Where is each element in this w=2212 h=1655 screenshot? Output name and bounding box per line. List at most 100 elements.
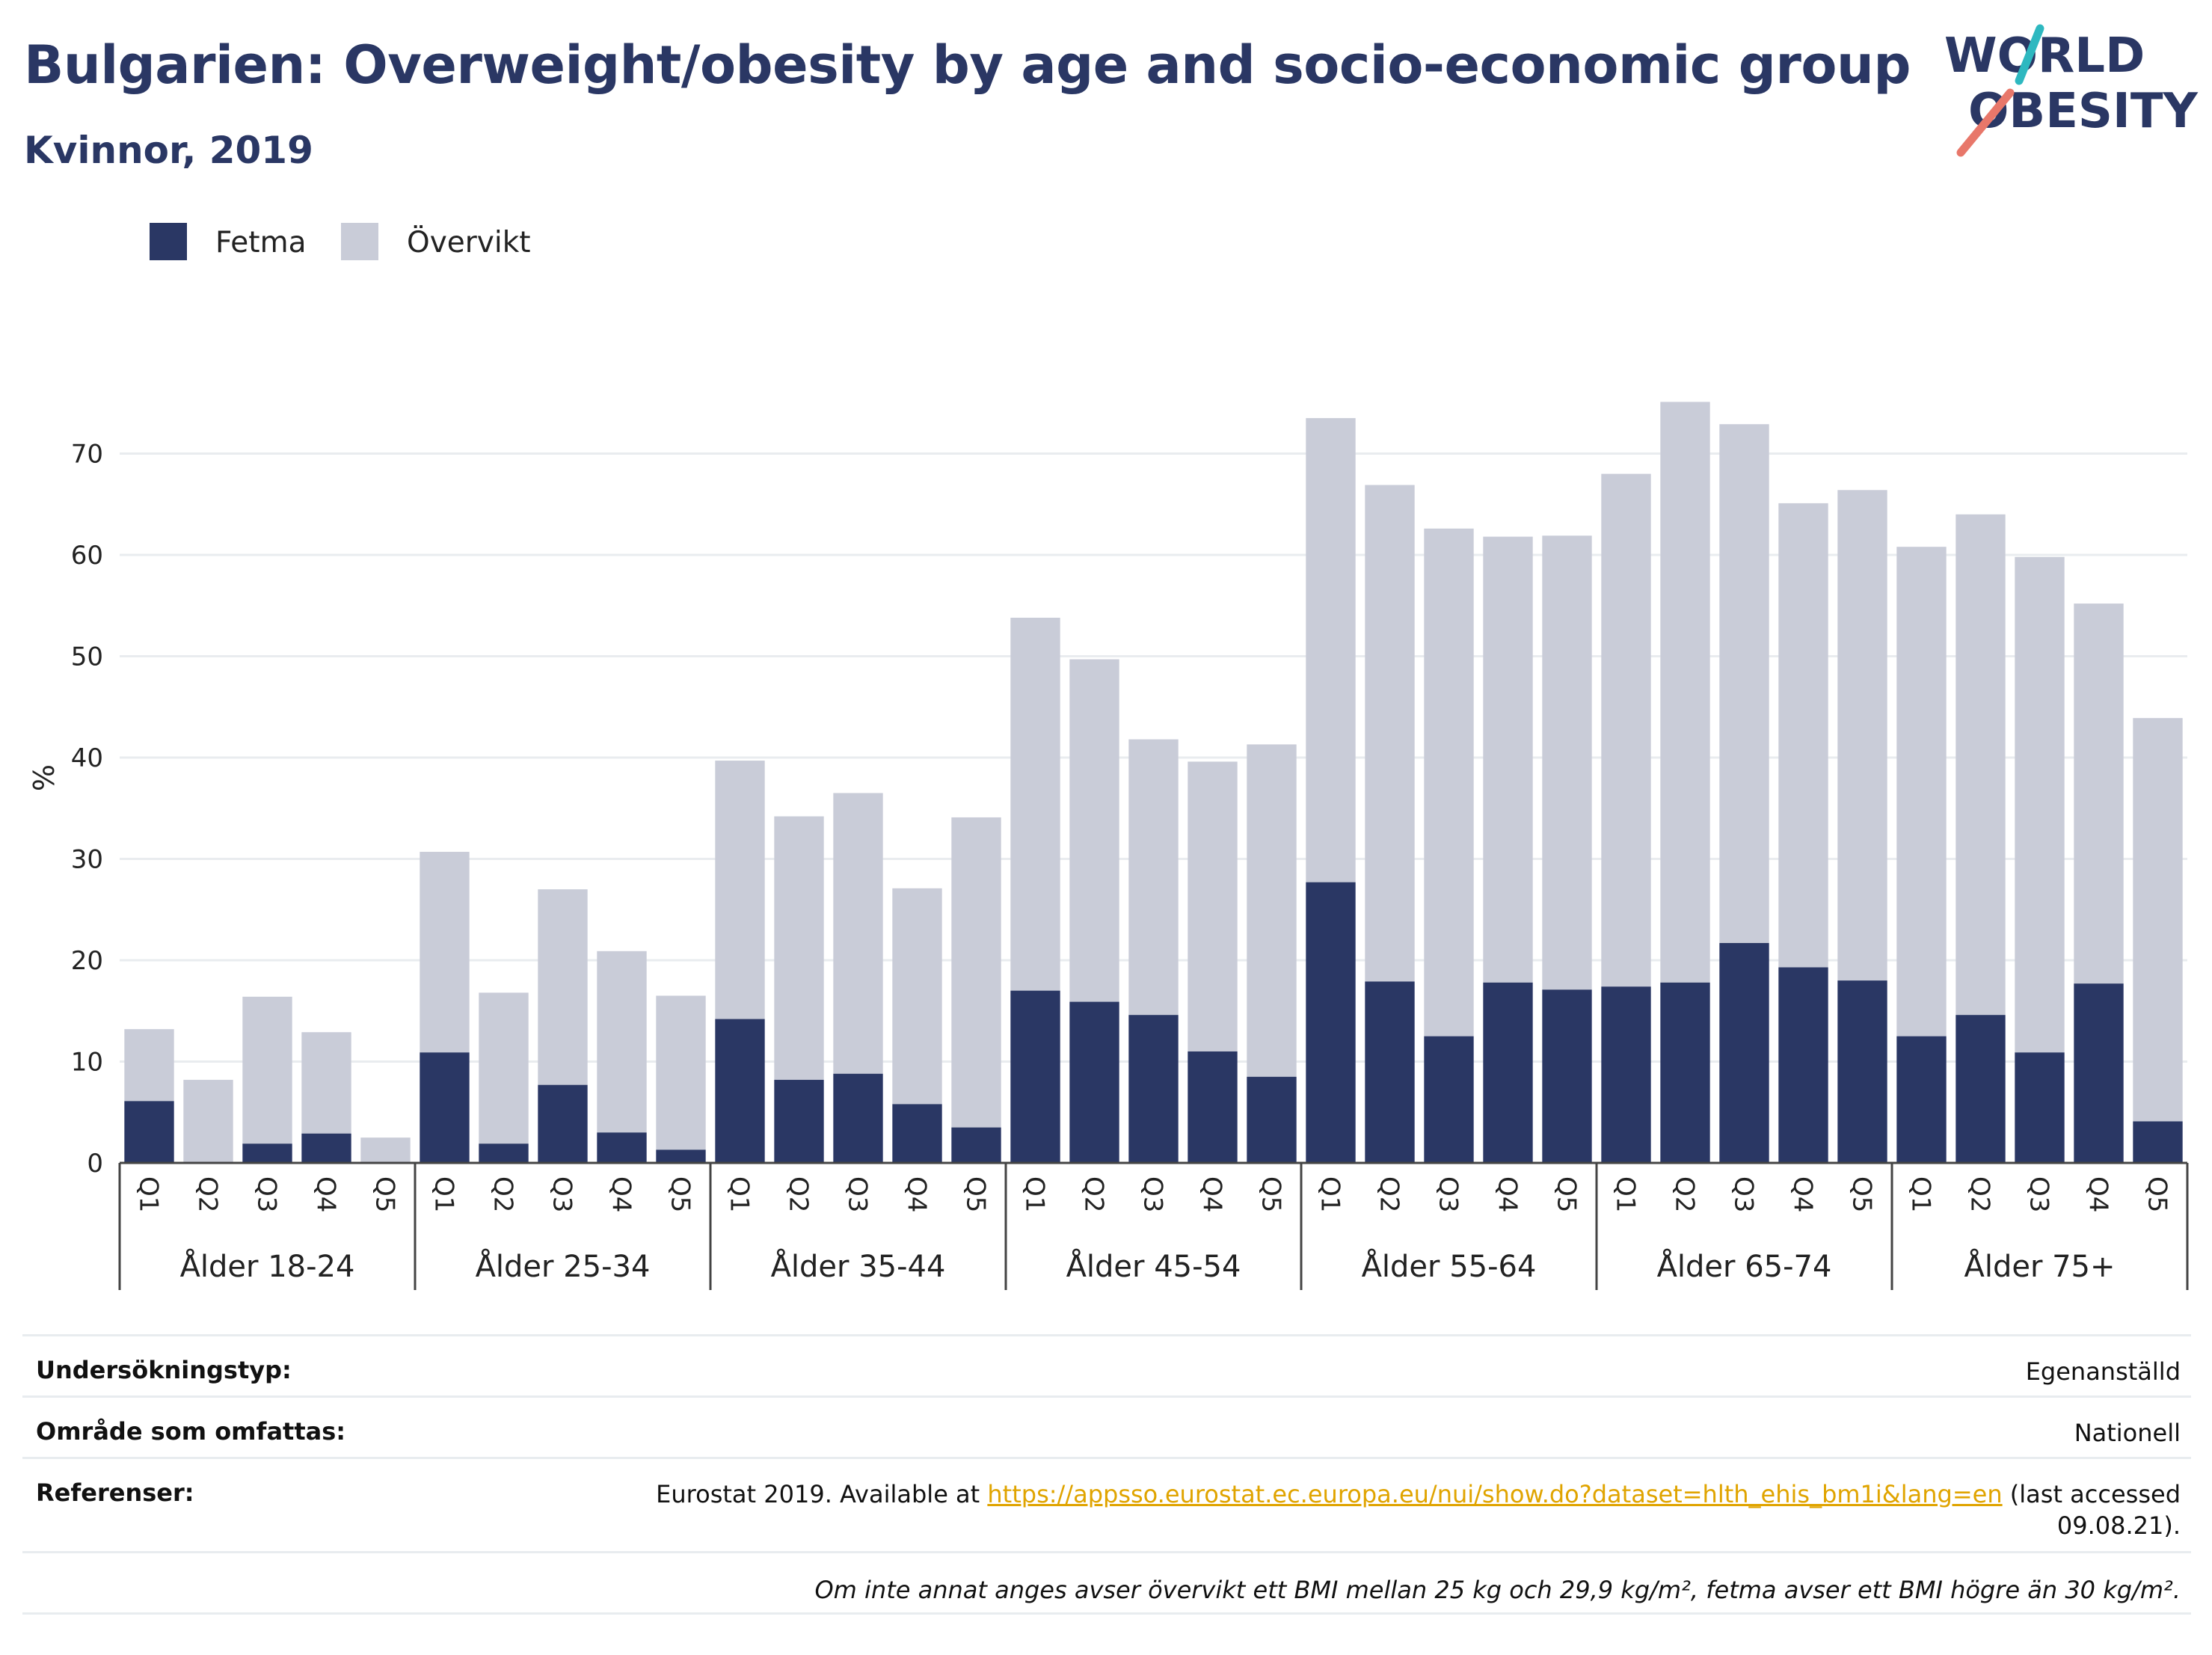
group-label: Ålder 35-44: [771, 1248, 946, 1284]
bar-fetma: [1719, 942, 1769, 1163]
x-tick-label: Q5: [666, 1176, 695, 1212]
bar-fetma: [1365, 981, 1415, 1163]
logo-text-world: WORLD: [1944, 28, 2145, 84]
bar-overvikt: [1247, 744, 1297, 1077]
y-tick-label: 20: [71, 946, 103, 976]
legend-label-overvikt: Övervikt: [407, 226, 531, 260]
bar-overvikt: [1424, 528, 1474, 1037]
x-tick-label: Q3: [547, 1176, 577, 1212]
x-tick-label: Q3: [1434, 1176, 1463, 1212]
bar-overvikt: [1128, 739, 1179, 1016]
info-row-survey-type: Undersökningstyp: Egenanställd: [22, 1334, 2191, 1395]
logo-slash-teal: [2015, 24, 2044, 85]
bar-fetma: [1601, 986, 1651, 1163]
bar-fetma: [1896, 1036, 1947, 1163]
info-row-footnote: Om inte annat anges avser övervikt ett B…: [22, 1551, 2191, 1612]
x-tick-label: Q3: [1729, 1176, 1759, 1212]
page-title: Bulgarien: Overweight/obesity by age and…: [24, 34, 1911, 96]
x-tick-label: Q1: [429, 1176, 459, 1212]
bar-overvikt: [833, 793, 883, 1074]
info-row-area: Område som omfattas: Nationell: [22, 1395, 2191, 1457]
bar-overvikt: [1069, 659, 1119, 1002]
page-subtitle: Kvinnor, 2019: [24, 129, 313, 172]
stacked-bar-chart: 0 10 20 30 40 50 60 70% Q1 Q2 Q3 Q4 Q5 Ålder 18-24 Q1 Q…: [28, 402, 2189, 1290]
bar-fetma: [715, 1019, 765, 1163]
x-tick-label: Q5: [1847, 1176, 1877, 1212]
legend-swatch-fetma: [150, 223, 187, 260]
y-axis-label: %: [28, 764, 61, 791]
bar-fetma: [1010, 990, 1060, 1163]
references-label: Referenser:: [36, 1479, 194, 1507]
bar-fetma: [892, 1104, 942, 1163]
references-link[interactable]: https://appsso.eurostat.ec.europa.eu/nui…: [987, 1480, 2003, 1508]
bar-fetma: [833, 1073, 883, 1163]
x-tick-label: Q2: [193, 1176, 223, 1212]
world-obesity-logo: WORLD OBESITY: [1944, 24, 2198, 157]
x-tick-label: Q1: [1611, 1176, 1641, 1212]
x-tick-label: Q1: [1315, 1176, 1345, 1212]
bar-overvikt: [1837, 490, 1887, 981]
references-suffix: (last accessed: [2002, 1480, 2181, 1508]
bar-overvikt: [1660, 402, 1710, 983]
bar-overvikt: [1188, 761, 1238, 1051]
x-tick-label: Q4: [311, 1176, 341, 1212]
bar-overvikt: [1306, 418, 1356, 882]
x-tick-label: Q4: [1788, 1176, 1818, 1212]
bar-fetma: [2074, 983, 2124, 1163]
group-label: Ålder 75+: [1964, 1248, 2115, 1284]
legend-swatch-overvikt: [341, 223, 378, 260]
references-date: 09.08.21).: [2056, 1511, 2181, 1540]
bar-fetma: [2133, 1121, 2183, 1163]
x-tick-label: Q1: [134, 1176, 164, 1212]
bar-fetma: [420, 1052, 470, 1163]
bar-overvikt: [1719, 424, 1769, 943]
bar-overvikt: [1483, 536, 1533, 983]
references-value: Eurostat 2019. Available at https://apps…: [656, 1479, 2181, 1541]
x-tick-label: Q1: [725, 1176, 755, 1212]
bar-overvikt: [1010, 618, 1060, 991]
y-tick-label: 60: [71, 541, 103, 571]
bar-overvikt: [2015, 556, 2065, 1053]
group-label: Ålder 25-34: [476, 1248, 651, 1284]
bar-overvikt: [301, 1032, 351, 1134]
bar-overvikt: [951, 817, 1001, 1128]
bar-overvikt: [183, 1079, 233, 1163]
logo-text-obesity: OBESITY: [1968, 84, 2198, 139]
bar-fetma: [301, 1133, 351, 1163]
bar-overvikt: [1365, 485, 1415, 982]
bar-fetma: [597, 1132, 647, 1163]
bar-overvikt: [242, 996, 292, 1144]
y-tick-label: 0: [87, 1149, 103, 1179]
bar-overvikt: [1896, 547, 1947, 1037]
bar-fetma: [242, 1143, 292, 1163]
x-tick-label: Q5: [370, 1176, 400, 1212]
bar-fetma: [1247, 1076, 1297, 1163]
x-tick-label: Q4: [1197, 1176, 1227, 1212]
bar-overvikt: [1778, 503, 1828, 968]
y-tick-label: 40: [71, 743, 103, 773]
bar-fetma: [1483, 982, 1533, 1163]
info-bottom-rule: [22, 1612, 2191, 1615]
y-tick-label: 50: [71, 642, 103, 672]
bar-fetma: [538, 1084, 588, 1163]
bar-fetma: [1778, 967, 1828, 1163]
x-tick-label: Q5: [1256, 1176, 1286, 1212]
bar-fetma: [1306, 882, 1356, 1163]
survey-type-label: Undersökningstyp:: [36, 1356, 292, 1384]
bar-fetma: [1069, 1001, 1119, 1163]
bar-overvikt: [1601, 473, 1651, 987]
x-tick-label: Q2: [488, 1176, 518, 1212]
bar-overvikt: [715, 761, 765, 1019]
bar-fetma: [774, 1079, 824, 1163]
x-tick-label: Q5: [961, 1176, 991, 1212]
bar-fetma: [1837, 980, 1887, 1163]
x-tick-label: Q4: [1493, 1176, 1523, 1212]
bar-fetma: [656, 1149, 706, 1163]
x-tick-label: Q5: [1552, 1176, 1582, 1212]
survey-type-value: Egenanställd: [2025, 1357, 2181, 1386]
bar-overvikt: [1956, 514, 2006, 1016]
group-label: Ålder 18-24: [180, 1248, 355, 1284]
area-label: Område som omfattas:: [36, 1417, 346, 1446]
bar-overvikt: [479, 992, 529, 1144]
bar-fetma: [951, 1127, 1001, 1163]
